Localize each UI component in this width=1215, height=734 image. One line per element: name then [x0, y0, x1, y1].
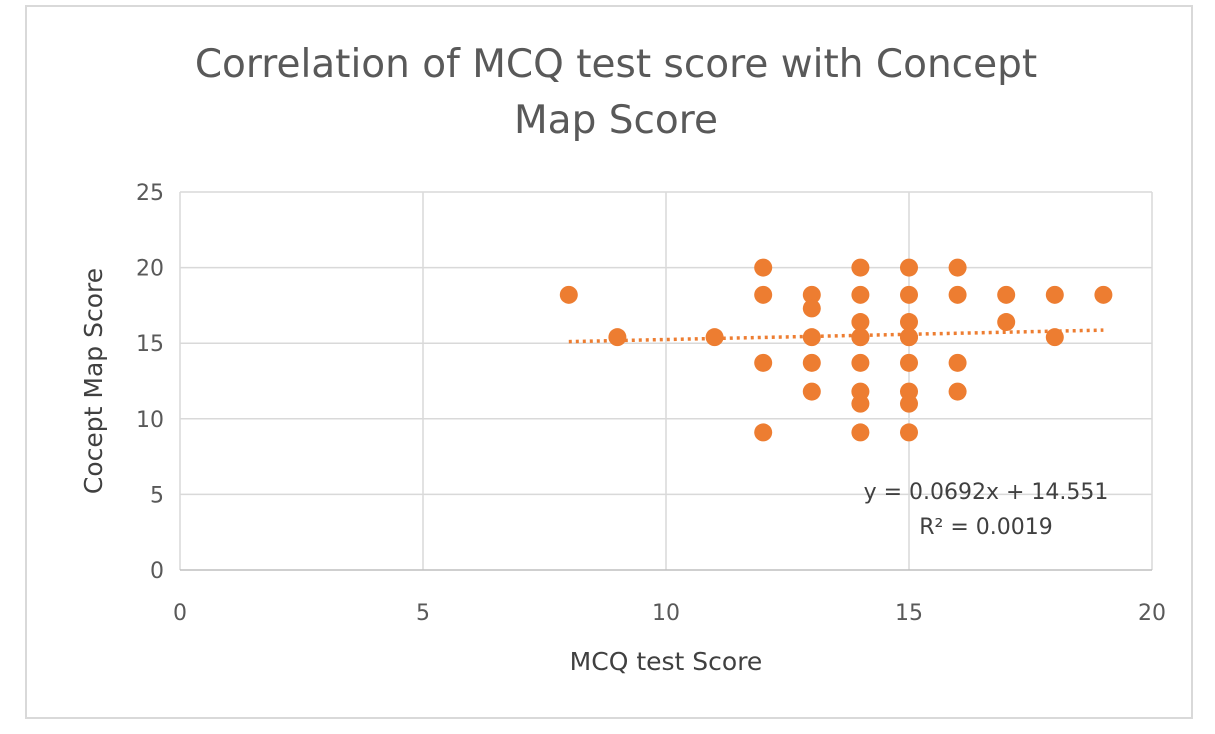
x-tick-label: 5 — [416, 601, 430, 626]
y-tick-label: 25 — [136, 181, 164, 206]
data-point — [802, 353, 821, 372]
data-point — [900, 394, 918, 413]
data-point — [802, 285, 821, 304]
y-tick-label: 0 — [150, 559, 164, 584]
data-point — [802, 382, 821, 401]
axes: 0 5 10 15 20 25 0 5 10 15 20 — [136, 181, 1166, 626]
data-point — [851, 328, 870, 347]
data-point — [851, 423, 870, 442]
data-points — [559, 258, 1113, 442]
data-point — [1045, 285, 1064, 304]
x-tick-label: 20 — [1138, 601, 1166, 626]
data-point — [1045, 328, 1064, 347]
data-point — [754, 258, 773, 277]
data-point — [900, 285, 918, 304]
y-tick-label: 5 — [150, 483, 164, 508]
gridlines — [179, 191, 1153, 570]
data-point — [900, 423, 918, 442]
data-point — [851, 258, 870, 277]
y-tick-label: 10 — [136, 408, 164, 433]
data-point — [754, 423, 773, 442]
data-point — [997, 285, 1016, 304]
y-tick-label: 20 — [136, 257, 164, 282]
data-point — [948, 258, 967, 277]
trendline-path — [568, 328, 1104, 344]
chart-title-line-1: Correlation of MCQ test score with Conce… — [195, 42, 1037, 87]
x-tick-label: 0 — [173, 601, 187, 626]
data-point — [802, 299, 821, 318]
trendline — [568, 328, 1104, 344]
x-tick-label: 10 — [652, 601, 680, 626]
data-point — [802, 328, 821, 347]
data-point — [900, 353, 918, 372]
trendline-equation: y = 0.0692x + 14.551 — [864, 480, 1109, 505]
data-point — [948, 353, 967, 372]
data-point — [948, 382, 967, 401]
data-point — [608, 328, 627, 347]
data-point — [705, 328, 724, 347]
data-point — [851, 285, 870, 304]
x-axis-title: MCQ test Score — [570, 647, 763, 676]
data-point — [900, 313, 918, 332]
data-point — [754, 285, 773, 304]
y-axis-title: Cocept Map Score — [79, 268, 108, 494]
data-point — [754, 353, 773, 372]
r-squared-label: R² = 0.0019 — [919, 515, 1053, 540]
x-tick-label: 15 — [895, 601, 923, 626]
data-point — [559, 285, 578, 304]
data-point — [900, 258, 918, 277]
data-point — [851, 353, 870, 372]
data-point — [851, 394, 870, 413]
y-tick-label: 15 — [136, 332, 164, 357]
data-point — [948, 285, 967, 304]
data-point — [997, 313, 1016, 332]
data-point — [851, 313, 870, 332]
data-point — [900, 328, 918, 347]
chart-title-line-2: Map Score — [514, 98, 718, 143]
data-point — [1094, 285, 1113, 304]
chart-frame — [25, 5, 1193, 719]
